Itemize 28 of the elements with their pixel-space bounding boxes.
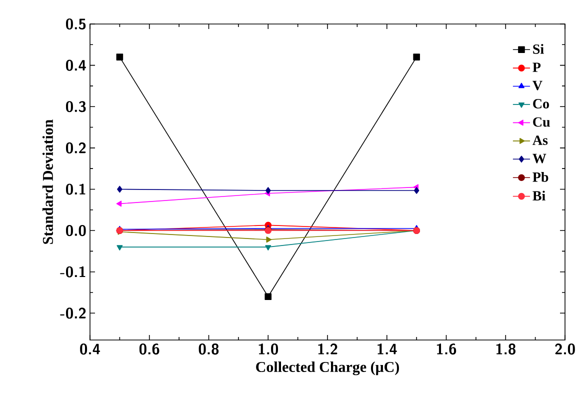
x-tick-label: 0.4 <box>80 344 100 355</box>
y-axis-title: Standard Deviation <box>42 120 53 244</box>
x-tick-label: 1.4 <box>377 344 397 354</box>
y-tick-label: -0.1 <box>60 266 86 278</box>
legend-label: Pb <box>532 172 548 182</box>
y-tick-label: 0.2 <box>66 142 86 154</box>
y-tick-label: 0.4 <box>66 60 86 71</box>
legend-label: W <box>532 154 546 164</box>
x-tick-label: 1.2 <box>318 344 338 354</box>
legend-label: Co <box>533 99 549 108</box>
y-tick-label: 0.5 <box>66 18 86 30</box>
legend-label: Bi <box>532 190 546 200</box>
y-tick-label: 0.3 <box>66 101 86 112</box>
x-tick-label: 0.8 <box>198 344 219 355</box>
legend-label: P <box>532 62 541 72</box>
y-tick-label: 0.0 <box>66 225 86 236</box>
legend-label: Si <box>533 44 544 54</box>
legend-label: V <box>532 80 542 90</box>
x-axis-title: Collected Charge (μC) <box>256 361 399 376</box>
x-tick-label: 1.0 <box>258 344 278 355</box>
legend-label: As <box>532 136 548 145</box>
y-tick-label: -0.2 <box>60 308 86 319</box>
y-tick-label: 0.1 <box>66 184 86 195</box>
x-tick-label: 0.6 <box>139 344 160 355</box>
x-tick-label: 1.8 <box>496 344 516 355</box>
legend-label: Cu <box>533 117 550 127</box>
x-tick-label: 1.6 <box>436 344 456 355</box>
x-tick-label: 2.0 <box>555 344 575 355</box>
